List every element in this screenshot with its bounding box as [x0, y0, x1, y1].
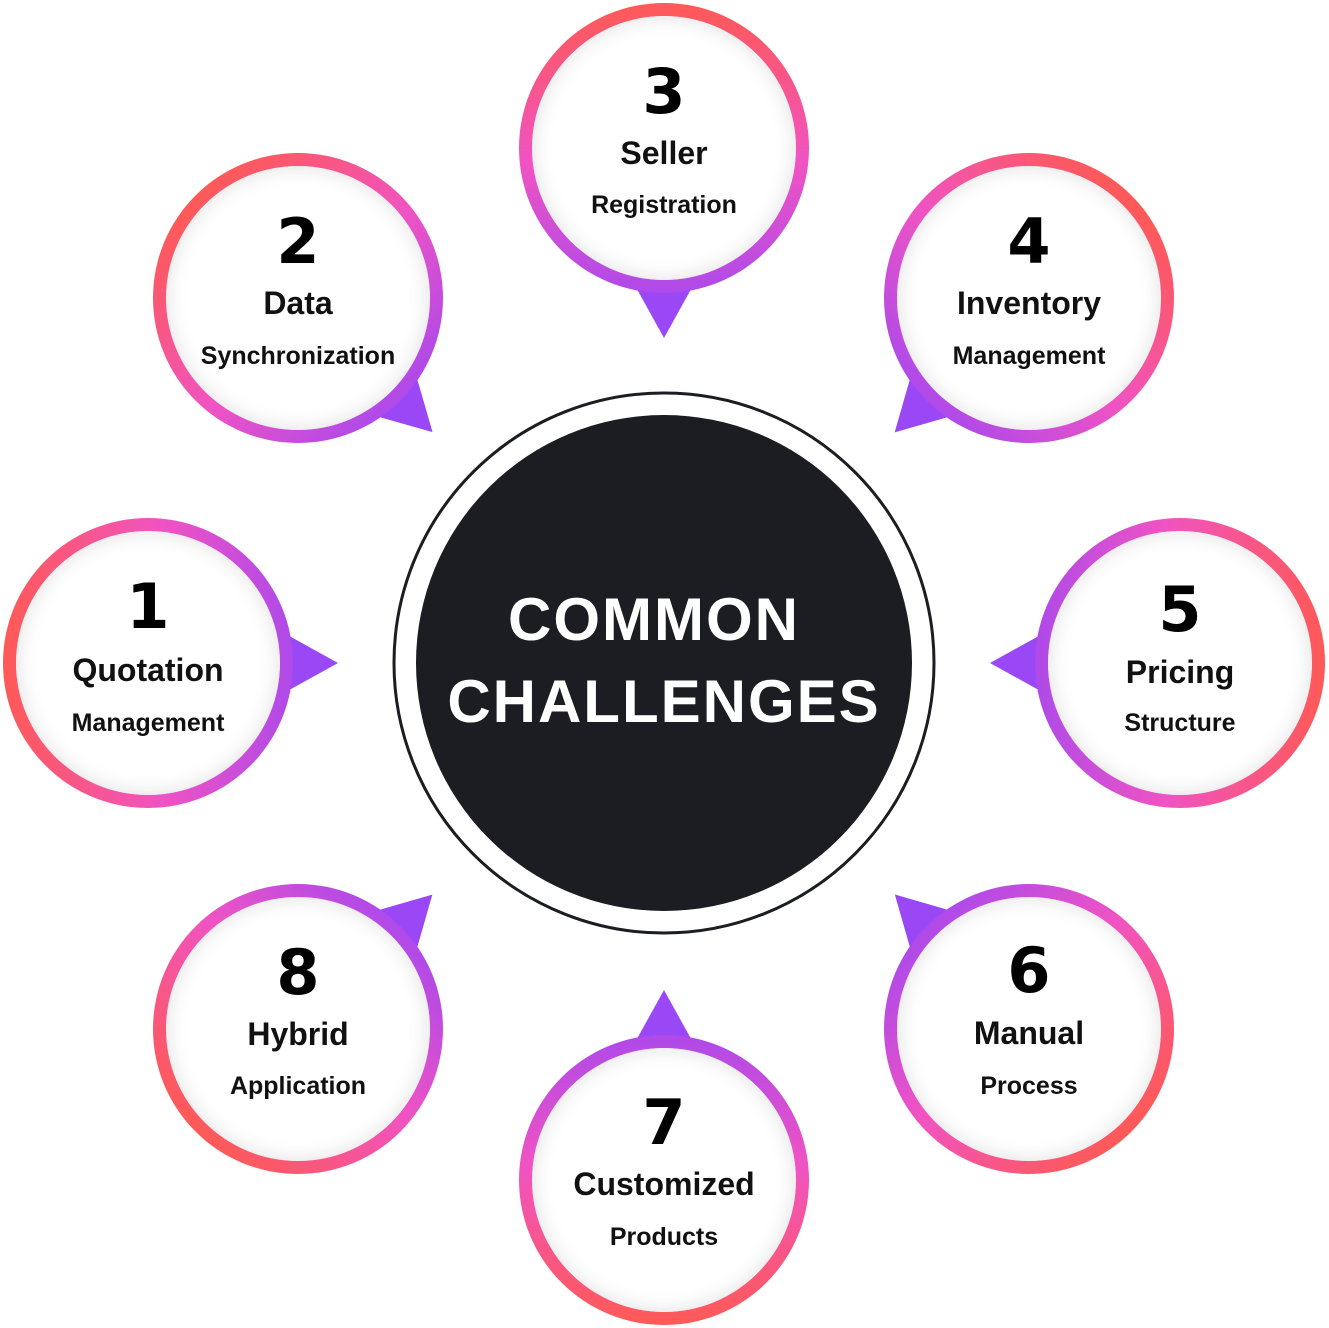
- bubble-number: 2: [276, 205, 319, 278]
- challenge-bubble-quotation: 1 Quotation Management: [3, 518, 338, 808]
- challenge-bubble-manual: 6 Manual Process: [884, 884, 1174, 1174]
- center-circle: [416, 415, 912, 911]
- bubble-number: 3: [642, 55, 685, 128]
- bubble-title: Customized: [573, 1166, 754, 1202]
- bubble-title: Pricing: [1126, 654, 1234, 690]
- challenge-bubbles: 1 Quotation Management 2 Data Synchronization…: [3, 3, 1325, 1325]
- bubble-inner: [897, 166, 1161, 430]
- bubble-number: 6: [1007, 934, 1050, 1007]
- bubble-title: Quotation: [72, 652, 223, 688]
- challenge-bubble-pricing: 5 Pricing Structure: [990, 518, 1325, 808]
- bubble-title: Manual: [974, 1015, 1084, 1051]
- bubble-inner: [897, 897, 1161, 1161]
- challenge-bubble-data-sync: 2 Data Synchronization: [153, 153, 443, 443]
- bubble-subtitle: Products: [610, 1223, 718, 1251]
- bubble-subtitle: Management: [953, 342, 1106, 370]
- bubble-subtitle: Process: [980, 1072, 1077, 1100]
- challenge-bubble-customized: 7 Customized Products: [519, 990, 809, 1325]
- bubble-number: 1: [126, 570, 169, 643]
- challenge-bubble-seller: 3 Seller Registration: [519, 3, 809, 338]
- bubble-inner: [532, 16, 796, 280]
- bubble-subtitle: Registration: [591, 191, 737, 219]
- bubble-title: Data: [263, 285, 333, 321]
- bubble-inner: [1048, 531, 1312, 795]
- bubble-title: Hybrid: [247, 1016, 348, 1052]
- bubble-subtitle: Synchronization: [201, 342, 395, 370]
- center-title-line1: COMMON: [508, 586, 800, 653]
- bubble-number: 7: [642, 1086, 685, 1159]
- bubble-inner: [532, 1048, 796, 1312]
- bubble-number: 5: [1158, 573, 1201, 646]
- bubble-subtitle: Management: [72, 709, 225, 737]
- bubble-number: 4: [1007, 205, 1050, 278]
- challenge-bubble-inventory: 4 Inventory Management: [884, 153, 1174, 443]
- bubble-subtitle: Structure: [1124, 709, 1235, 737]
- bubble-title: Seller: [620, 135, 707, 171]
- bubble-title: Inventory: [957, 285, 1101, 321]
- bubble-inner: [166, 166, 430, 430]
- bubble-inner: [166, 897, 430, 1161]
- bubble-subtitle: Application: [230, 1072, 366, 1100]
- center-title-line2: CHALLENGES: [447, 668, 880, 735]
- challenge-bubble-hybrid: 8 Hybrid Application: [153, 884, 443, 1174]
- bubble-inner: [16, 531, 280, 795]
- bubble-number: 8: [276, 936, 319, 1009]
- center-hub: COMMON CHALLENGES: [392, 391, 936, 935]
